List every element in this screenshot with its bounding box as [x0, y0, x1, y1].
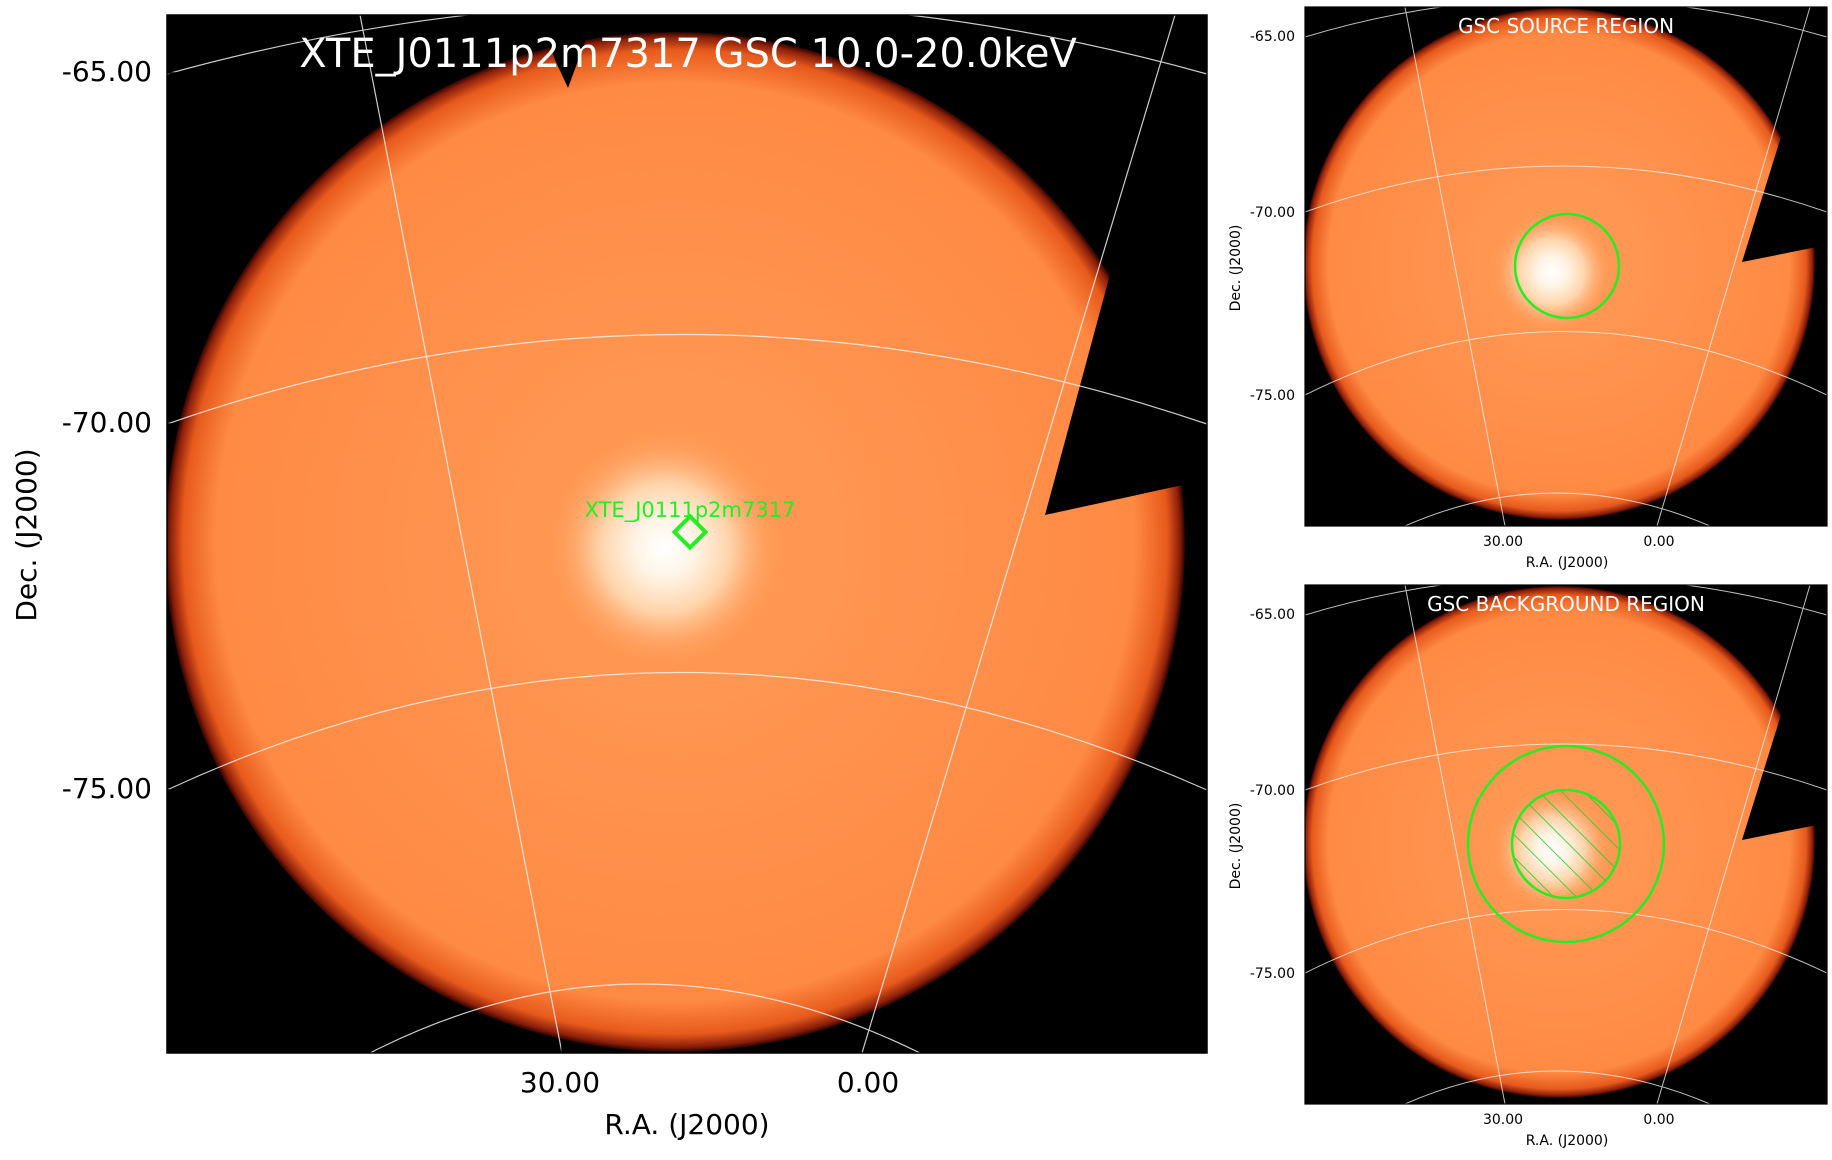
main-coordinate-grid	[167, 15, 1207, 1053]
source-ytick-label: -70.00	[1250, 205, 1295, 221]
source-frame	[1304, 6, 1828, 527]
source-region-panel: GSC SOURCE REGION -65.00 -70.00 -75.00 3…	[1228, 6, 1828, 571]
background-xtick-label: 30.00	[1483, 1112, 1523, 1128]
background-coordinate-grid	[1305, 585, 1827, 1104]
main-frame	[166, 14, 1208, 1054]
background-title: GSC BACKGROUND REGION	[1427, 592, 1705, 616]
background-region-panel: GSC BACKGROUND REGION -65.00 -70.00 -75.…	[1228, 584, 1828, 1149]
background-xtick-label: 0.00	[1643, 1112, 1674, 1128]
source-region-circle	[1513, 212, 1621, 320]
background-yaxis-label: Dec. (J2000)	[1228, 803, 1244, 890]
main-xaxis-label: R.A. (J2000)	[604, 1108, 769, 1141]
source-ytick-label: -75.00	[1250, 388, 1295, 404]
background-ytick-label: -75.00	[1250, 966, 1295, 982]
main-xtick-label: 30.00	[520, 1066, 600, 1099]
source-yaxis-label: Dec. (J2000)	[1228, 225, 1244, 312]
source-glow	[1492, 212, 1612, 332]
background-annulus-outer	[1466, 744, 1666, 944]
main-yaxis-label: Dec. (J2000)	[10, 448, 43, 621]
source-coordinate-grid	[1305, 7, 1827, 526]
source-image	[1305, 7, 1827, 526]
main-source-glow	[547, 430, 783, 666]
main-ytick-label: -75.00	[62, 772, 152, 805]
main-image	[167, 15, 1207, 1053]
main-title: XTE_J0111p2m7317 GSC 10.0-20.0keV	[299, 31, 1077, 77]
main-source-marker	[671, 513, 709, 551]
background-ytick-label: -65.00	[1250, 607, 1295, 623]
main-xtick-label: 0.00	[837, 1066, 899, 1099]
source-xtick-label: 0.00	[1643, 534, 1674, 550]
main-ytick-label: -65.00	[62, 55, 152, 88]
background-xaxis-label: R.A. (J2000)	[1526, 1133, 1609, 1149]
background-frame	[1304, 584, 1828, 1105]
source-xaxis-label: R.A. (J2000)	[1526, 555, 1609, 571]
main-source-label: XTE_J0111p2m7317	[585, 498, 796, 523]
main-ytick-label: -70.00	[62, 406, 152, 439]
source-title: GSC SOURCE REGION	[1458, 14, 1674, 38]
source-ytick-label: -65.00	[1250, 29, 1295, 45]
source-xtick-label: 30.00	[1483, 534, 1523, 550]
background-ytick-label: -70.00	[1250, 783, 1295, 799]
main-panel: XTE_J0111p2m7317 GSC 10.0-20.0keV XTE_J0…	[10, 14, 1208, 1141]
background-excluded-source-circle	[1510, 788, 1622, 900]
